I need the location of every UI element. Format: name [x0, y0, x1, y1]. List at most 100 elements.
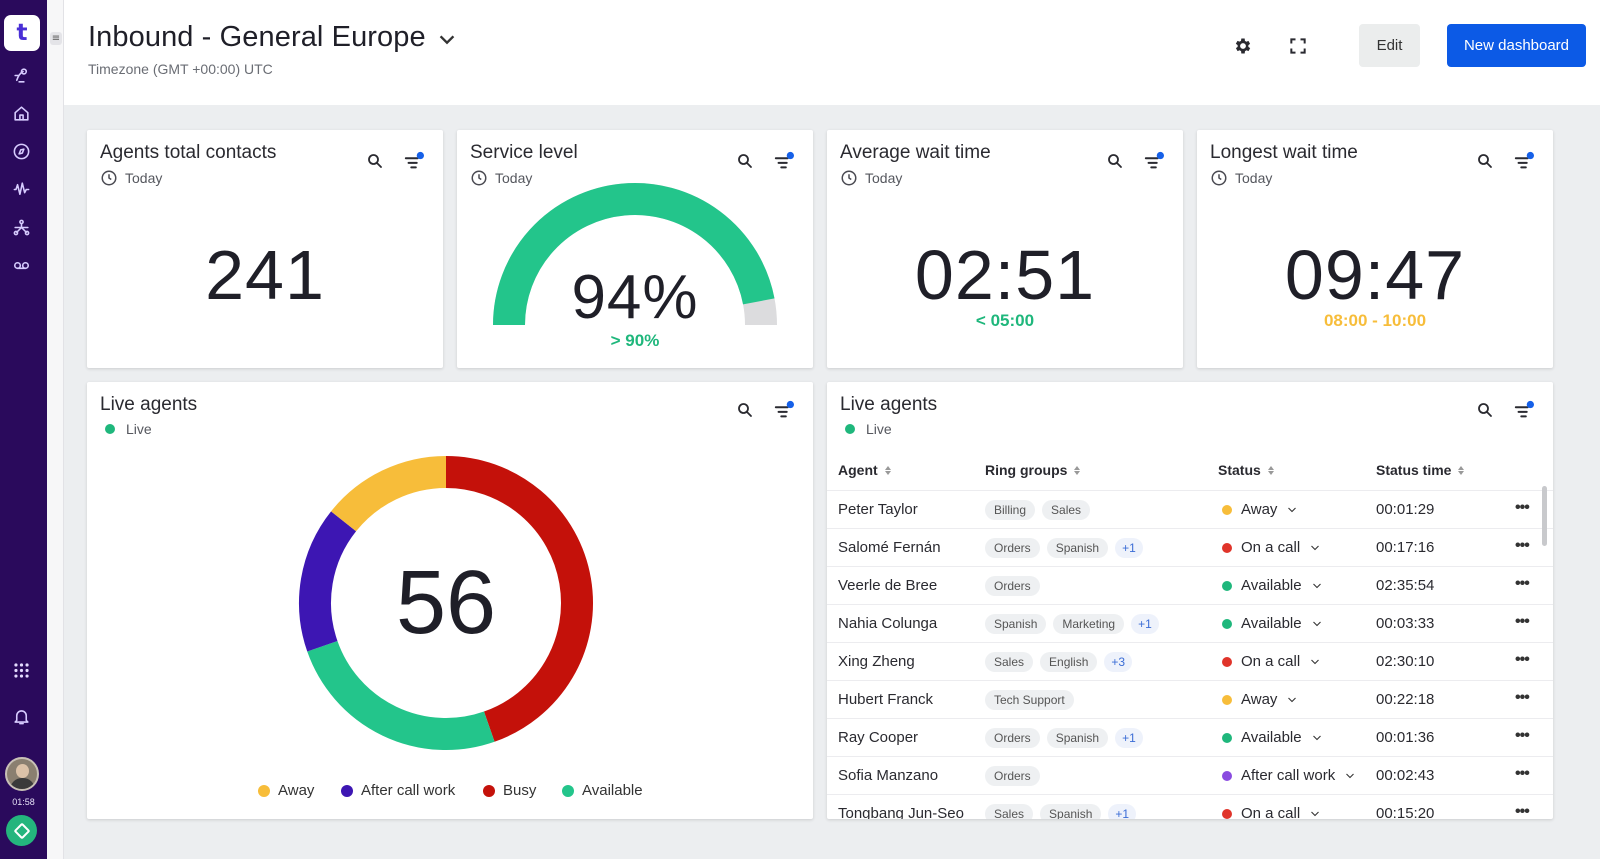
- more-groups-chip[interactable]: +3: [1104, 652, 1133, 672]
- status-label: Available: [1241, 729, 1302, 746]
- search-icon[interactable]: [1104, 150, 1126, 172]
- new-dashboard-button[interactable]: New dashboard: [1447, 24, 1586, 67]
- column-header-agent[interactable]: Agent: [838, 462, 891, 478]
- filter-icon[interactable]: [1513, 399, 1535, 421]
- table-row[interactable]: Ray Cooper Orders Spanish +1 Available 00:01:…: [827, 718, 1553, 756]
- status-dropdown[interactable]: Available: [1222, 729, 1323, 746]
- gear-icon[interactable]: [1231, 34, 1255, 58]
- more-options-icon[interactable]: •••: [1515, 803, 1530, 819]
- edit-button[interactable]: Edit: [1359, 24, 1420, 67]
- fullscreen-icon[interactable]: [1286, 34, 1310, 58]
- search-icon[interactable]: [734, 150, 756, 172]
- more-groups-chip[interactable]: +1: [1131, 614, 1159, 634]
- average-wait-target: < 05:00: [975, 311, 1035, 330]
- donut-slice-away[interactable]: [331, 456, 447, 532]
- period-label: Today: [125, 170, 163, 186]
- status-dropdown[interactable]: Available: [1222, 615, 1323, 632]
- table-row[interactable]: Xing Zheng Sales English +3 On a call 02:30:1…: [827, 642, 1553, 680]
- table-row[interactable]: Nahia Colunga Spanish Marketing +1 Available…: [827, 604, 1553, 642]
- notification-bell-icon[interactable]: [10, 705, 32, 727]
- status-dot-icon: [1222, 732, 1232, 743]
- status-time: 00:22:18: [1376, 691, 1435, 708]
- longest-wait-value: 09:47: [1284, 236, 1466, 314]
- service-level-target: > 90%: [610, 331, 660, 350]
- filter-icon[interactable]: [773, 399, 795, 421]
- table-row[interactable]: Hubert Franck Tech Support Away 00:22:18 •••: [827, 680, 1553, 718]
- chevron-down-icon[interactable]: [436, 29, 458, 51]
- status-dot-icon: [1222, 770, 1232, 781]
- status-time: 00:01:29: [1376, 501, 1435, 518]
- more-options-icon[interactable]: •••: [1515, 613, 1530, 630]
- status-dot-icon: [1222, 656, 1232, 667]
- gauge-fill: [493, 183, 775, 326]
- apps-grid-icon[interactable]: [10, 659, 32, 681]
- table-row[interactable]: Salomé Fernán Orders Spanish +1 On a call 00:…: [827, 528, 1553, 566]
- more-groups-chip[interactable]: +1: [1115, 538, 1143, 558]
- status-dropdown[interactable]: After call work: [1222, 767, 1356, 784]
- more-options-icon[interactable]: •••: [1515, 689, 1530, 706]
- table-row[interactable]: Veerle de Bree Orders Available 02:35:54 •••: [827, 566, 1553, 604]
- column-label: Status time: [1376, 462, 1452, 478]
- availability-status-button[interactable]: [6, 815, 37, 846]
- compass-icon[interactable]: [10, 140, 32, 162]
- legend-item-away: Away: [258, 782, 314, 799]
- legend-swatch: [562, 784, 574, 797]
- column-header-status[interactable]: Status: [1218, 462, 1274, 478]
- status-dropdown[interactable]: Away: [1222, 691, 1298, 708]
- waveform-icon[interactable]: [10, 178, 32, 200]
- bot-icon[interactable]: [10, 64, 32, 86]
- filter-icon[interactable]: [773, 150, 795, 172]
- voicemail-icon[interactable]: [10, 254, 32, 276]
- legend-item-busy: Busy: [483, 782, 536, 799]
- filter-icon[interactable]: [1513, 150, 1535, 172]
- app-logo[interactable]: t: [4, 15, 40, 51]
- status-dropdown[interactable]: On a call: [1222, 539, 1321, 556]
- ring-group-chip: Spanish: [985, 614, 1047, 634]
- status-label: On a call: [1241, 653, 1301, 670]
- table-row[interactable]: Peter Taylor Billing Sales Away 00:01:29 •••: [827, 490, 1553, 528]
- status-dropdown[interactable]: On a call: [1222, 805, 1321, 819]
- sort-icon: [1267, 465, 1274, 475]
- donut-slice-available[interactable]: [307, 640, 495, 750]
- average-wait-value: 02:51: [914, 236, 1096, 314]
- user-avatar[interactable]: [5, 757, 39, 791]
- menu-toggle-icon[interactable]: ≡: [50, 32, 62, 45]
- app-logo-glyph: t: [16, 20, 28, 46]
- clock-icon: [100, 169, 118, 187]
- widget-period: Today: [100, 169, 162, 187]
- network-icon[interactable]: [10, 216, 32, 238]
- status-dot-icon: [1222, 618, 1232, 629]
- status-dropdown[interactable]: Available: [1222, 577, 1323, 594]
- search-icon[interactable]: [734, 399, 756, 421]
- search-icon[interactable]: [364, 150, 386, 172]
- column-label: Ring groups: [985, 462, 1068, 478]
- home-icon[interactable]: [10, 102, 32, 124]
- column-header-ring-groups[interactable]: Ring groups: [985, 462, 1081, 478]
- more-options-icon[interactable]: •••: [1515, 499, 1530, 516]
- service-level-value: 94%: [571, 263, 699, 332]
- legend-label: Away: [278, 782, 315, 799]
- status-dropdown[interactable]: On a call: [1222, 653, 1321, 670]
- status-dropdown[interactable]: Away: [1222, 501, 1298, 518]
- column-header-status-time[interactable]: Status time: [1376, 462, 1465, 478]
- donut-slice-after-call-work[interactable]: [299, 511, 357, 652]
- status-time: 00:17:16: [1376, 539, 1435, 556]
- search-icon[interactable]: [1474, 399, 1496, 421]
- ring-group-chip: Billing: [985, 500, 1036, 520]
- more-options-icon[interactable]: •••: [1515, 575, 1530, 592]
- more-groups-chip[interactable]: +1: [1115, 728, 1143, 748]
- table-scrollbar[interactable]: [1542, 486, 1547, 546]
- more-options-icon[interactable]: •••: [1515, 765, 1530, 782]
- more-options-icon[interactable]: •••: [1515, 537, 1530, 554]
- table-row[interactable]: Sofia Manzano Orders After call work 00:02:…: [827, 756, 1553, 794]
- donut-slice-busy[interactable]: [445, 456, 593, 742]
- search-icon[interactable]: [1474, 150, 1496, 172]
- more-groups-chip[interactable]: +1: [1108, 804, 1137, 819]
- table-row[interactable]: Tongbang Jun-Seo Sales Spanish +1 On a call 0…: [827, 794, 1553, 819]
- status-dot-icon: [1222, 808, 1232, 819]
- filter-icon[interactable]: [1143, 150, 1165, 172]
- ring-group-chip: Sales: [985, 652, 1034, 672]
- more-options-icon[interactable]: •••: [1515, 651, 1530, 668]
- filter-icon[interactable]: [403, 150, 425, 172]
- more-options-icon[interactable]: •••: [1515, 727, 1530, 744]
